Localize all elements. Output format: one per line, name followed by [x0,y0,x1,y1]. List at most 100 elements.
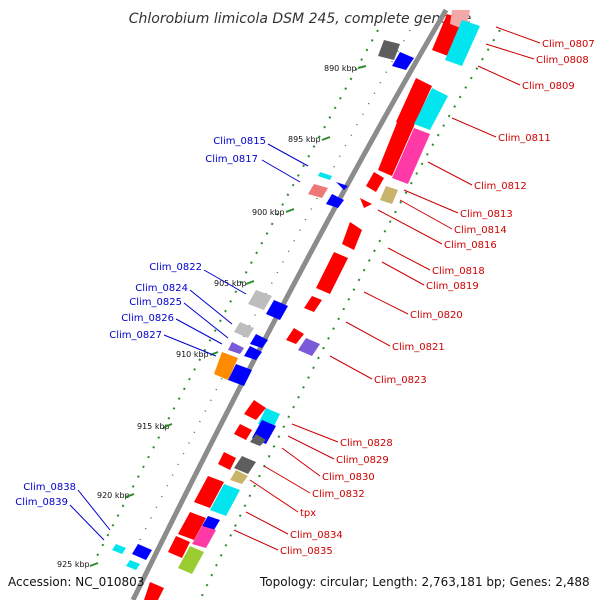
label-leader-line [263,465,311,494]
map-title: Chlorobium limicola DSM 245, complete ge… [129,11,472,27]
kbp-tick [357,65,367,69]
gene-label-clim-0814: Clim_0814 [454,225,507,236]
label-leader-line [329,355,373,380]
forward-strand-features [144,10,480,600]
gene-feature [248,290,272,310]
label-leader-line [267,143,309,167]
gene-feature [214,352,238,380]
gene-feature [286,328,304,344]
label-leader-line [381,261,425,286]
label-leader-line [203,269,247,295]
label-leader-line [291,423,339,443]
label-leader-line [281,447,321,477]
label-leader-line [363,291,409,315]
label-leader-line [189,289,233,325]
label-leader-line [399,199,453,230]
gene-feature [298,338,320,356]
label-leader-line [495,26,541,44]
label-leader-line [287,435,335,460]
gene-feature [304,296,322,312]
gene-label-clim-0816: Clim_0816 [444,240,497,251]
gene-label-clim-0838: Clim_0838 [23,482,76,493]
gene-feature [218,452,236,470]
gene-label-clim-0811: Clim_0811 [498,133,551,144]
gene-feature [316,252,348,294]
label-leader-line [69,504,105,541]
gene-feature [234,456,256,474]
gene-label-clim-0812: Clim_0812 [474,181,527,192]
kbp-marker: 925 kbp [57,560,90,569]
gene-label-clim-0825: Clim_0825 [129,297,182,308]
label-leader-line [245,511,289,535]
gene-feature [445,20,480,66]
topology-text: Topology: circular; Length: 2,763,181 bp… [259,575,590,589]
gene-label-clim-0824: Clim_0824 [135,283,188,294]
label-leader-line [451,117,497,138]
gene-feature [378,120,414,176]
gene-label-clim-0823: Clim_0823 [374,375,427,386]
forward-gene-labels: Clim_0807 Clim_0808 Clim_0809 Clim_0811 … [233,26,595,557]
kbp-tick [89,562,99,567]
gene-feature [210,484,240,516]
gene-feature [250,334,268,348]
label-leader-line [233,529,279,551]
kbp-marker: 920 kbp [97,491,130,500]
gene-feature [202,516,220,530]
gene-feature [230,470,248,484]
gene-label-clim-0813: Clim_0813 [460,209,513,220]
gene-feature [392,128,430,184]
gene-feature [178,546,204,574]
gene-label-clim-0819: Clim_0819 [426,281,479,292]
gene-feature [342,222,362,250]
label-leader-line [249,479,299,513]
gene-feature [396,78,432,130]
gene-label-clim-0807: Clim_0807 [542,39,595,50]
gene-label-clim-0828: Clim_0828 [340,438,393,449]
genome-backbone [130,8,449,600]
gene-feature [380,186,398,204]
gene-feature [194,476,224,508]
gene-feature [112,544,126,554]
gene-feature [326,194,344,208]
gene-feature [244,400,266,420]
gene-feature [144,582,164,600]
gene-feature [266,300,288,320]
gene-label-clim-0821: Clim_0821 [392,342,445,353]
gene-feature [360,198,372,208]
gene-feature [308,184,328,198]
label-leader-line [377,209,443,245]
gene-label-clim-0835: Clim_0835 [280,546,333,557]
gene-feature [234,322,254,338]
gene-label-clim-0834: Clim_0834 [290,530,343,541]
label-leader-line [261,159,301,183]
gene-label-tpx: tpx [300,508,316,519]
gene-feature [366,172,384,192]
gene-feature [336,182,348,190]
label-leader-line [77,489,111,531]
gene-label-clim-0820: Clim_0820 [410,310,463,321]
kbp-tick [321,136,331,141]
label-leader-line [163,334,217,357]
gene-feature [178,512,206,540]
gene-feature [378,40,400,60]
gene-feature [168,536,190,558]
gene-feature [132,544,152,560]
label-leader-line [345,321,391,347]
gene-label-clim-0832: Clim_0832 [312,489,365,500]
gene-feature [318,172,332,180]
label-leader-line [175,318,223,345]
gene-label-clim-0817: Clim_0817 [205,154,258,165]
accession-text: Accession: NC_010803 [8,575,144,589]
label-leader-line [477,65,521,86]
gene-feature [228,364,252,386]
gene-feature [192,526,216,548]
label-leader-line [427,161,473,186]
kbp-marker: 910 kbp [176,350,209,359]
gene-label-clim-0822: Clim_0822 [149,262,202,273]
gene-label-clim-0815: Clim_0815 [213,136,266,147]
gene-feature [234,424,252,440]
reverse-gene-labels: Clim_0815 Clim_0817 Clim_0822 Clim_0824 … [15,136,309,541]
reverse-strand-features [112,40,414,570]
